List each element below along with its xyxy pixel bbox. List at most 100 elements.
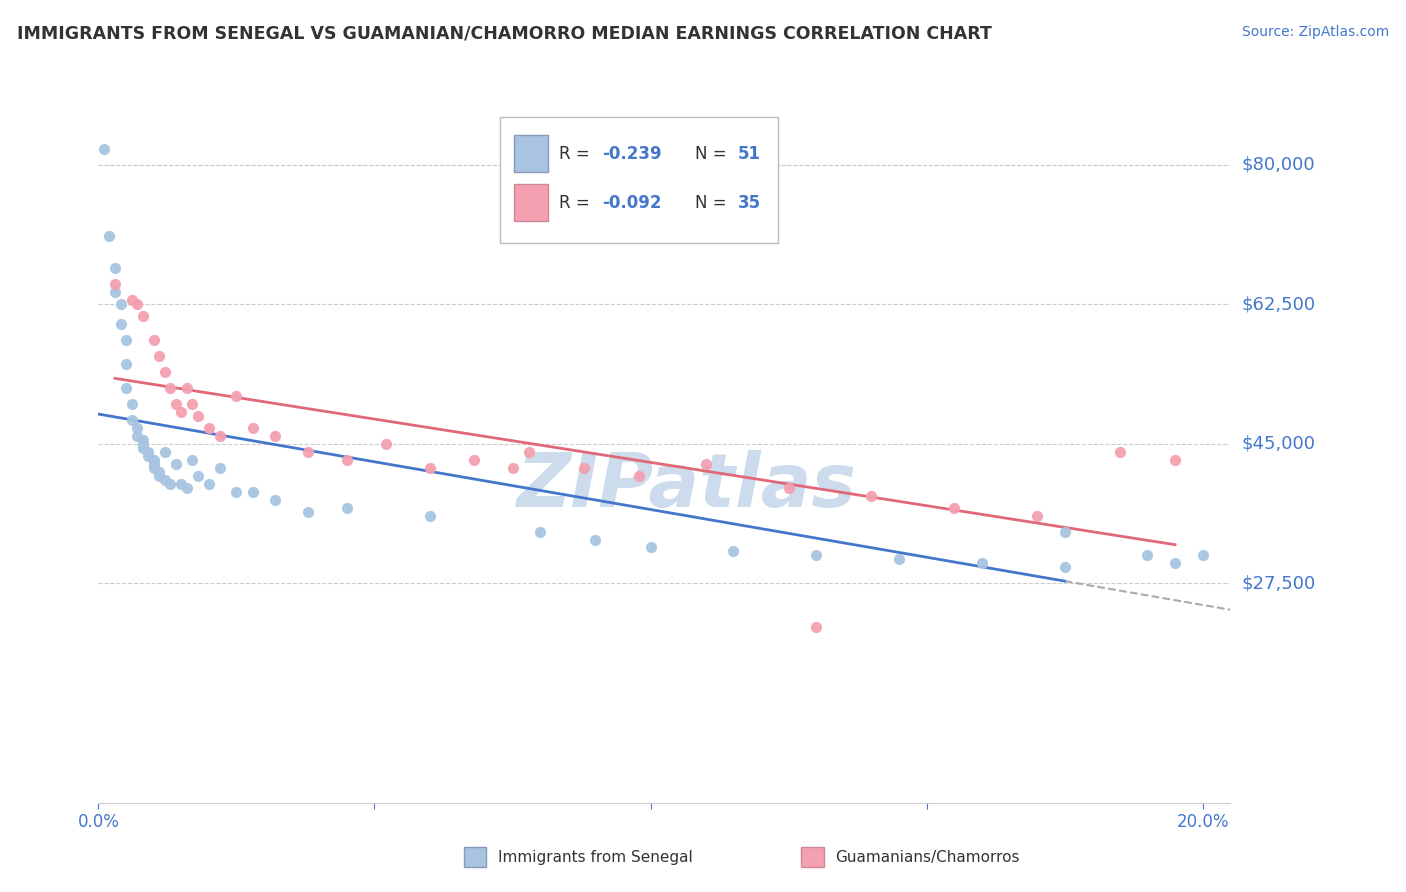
Point xyxy=(131,441,153,455)
Point xyxy=(887,552,910,566)
Text: R =: R = xyxy=(560,145,595,162)
Point xyxy=(198,476,221,491)
Point xyxy=(804,620,827,634)
Point xyxy=(142,333,165,347)
Point xyxy=(176,481,198,495)
Point xyxy=(115,333,138,347)
Text: $62,500: $62,500 xyxy=(1241,295,1316,313)
Point xyxy=(778,481,800,495)
Point xyxy=(225,484,247,499)
Point xyxy=(93,142,115,156)
Bar xyxy=(513,184,548,221)
Point xyxy=(336,500,359,515)
Point xyxy=(142,452,165,467)
Point xyxy=(970,557,993,571)
Bar xyxy=(513,135,548,172)
Point xyxy=(136,444,159,458)
Point xyxy=(1164,452,1187,467)
Point xyxy=(336,452,359,467)
Point xyxy=(804,549,827,563)
Text: $27,500: $27,500 xyxy=(1241,574,1316,592)
Text: Immigrants from Senegal: Immigrants from Senegal xyxy=(498,850,693,864)
Point xyxy=(142,460,165,475)
Point xyxy=(159,381,181,395)
Point xyxy=(1191,549,1213,563)
Point xyxy=(125,429,148,443)
Point xyxy=(574,460,596,475)
Point xyxy=(463,452,485,467)
Point xyxy=(529,524,551,539)
Point xyxy=(148,349,170,363)
Point xyxy=(198,421,221,435)
Point xyxy=(142,457,165,471)
Point xyxy=(723,544,745,558)
Text: N =: N = xyxy=(695,145,731,162)
Point xyxy=(502,460,524,475)
Point xyxy=(131,433,153,447)
Point xyxy=(1026,508,1049,523)
Text: 35: 35 xyxy=(738,194,761,211)
Point xyxy=(148,468,170,483)
Bar xyxy=(464,847,486,867)
Point xyxy=(131,436,153,450)
Point xyxy=(628,468,651,483)
Point xyxy=(242,421,264,435)
Point xyxy=(419,508,441,523)
Point xyxy=(1136,549,1159,563)
Point xyxy=(131,309,153,323)
Point xyxy=(181,452,204,467)
Point xyxy=(136,449,159,463)
Point xyxy=(264,492,287,507)
Point xyxy=(1164,557,1187,571)
Text: Source: ZipAtlas.com: Source: ZipAtlas.com xyxy=(1241,25,1389,39)
Point xyxy=(98,229,121,244)
Text: -0.239: -0.239 xyxy=(602,145,662,162)
Point xyxy=(695,457,717,471)
Point xyxy=(104,285,127,300)
Point xyxy=(165,457,187,471)
Point xyxy=(187,468,209,483)
Point xyxy=(125,421,148,435)
Text: R =: R = xyxy=(560,194,595,211)
Point xyxy=(1053,560,1076,574)
Point xyxy=(121,413,143,427)
Point xyxy=(115,357,138,371)
Point xyxy=(225,389,247,403)
Point xyxy=(297,444,319,458)
Text: ZIPatlas: ZIPatlas xyxy=(517,450,858,524)
Point xyxy=(104,261,127,276)
Point xyxy=(517,444,540,458)
Point xyxy=(374,436,396,450)
Point xyxy=(208,429,231,443)
Point xyxy=(297,505,319,519)
Point xyxy=(943,500,966,515)
Point xyxy=(181,397,204,411)
Point xyxy=(208,460,231,475)
Text: $45,000: $45,000 xyxy=(1241,434,1316,453)
Text: Guamanians/Chamorros: Guamanians/Chamorros xyxy=(835,850,1019,864)
Point xyxy=(110,297,132,311)
Point xyxy=(640,541,662,555)
Point xyxy=(159,476,181,491)
Text: IMMIGRANTS FROM SENEGAL VS GUAMANIAN/CHAMORRO MEDIAN EARNINGS CORRELATION CHART: IMMIGRANTS FROM SENEGAL VS GUAMANIAN/CHA… xyxy=(17,25,991,43)
Point xyxy=(187,409,209,423)
Bar xyxy=(801,847,824,867)
Point xyxy=(176,381,198,395)
Point xyxy=(153,444,176,458)
Text: 51: 51 xyxy=(738,145,761,162)
Point xyxy=(583,533,606,547)
Point xyxy=(153,365,176,379)
Point xyxy=(125,297,148,311)
Point xyxy=(121,397,143,411)
Point xyxy=(121,293,143,307)
Point xyxy=(170,476,193,491)
Point xyxy=(115,381,138,395)
FancyBboxPatch shape xyxy=(501,117,778,243)
Point xyxy=(104,277,127,292)
Point xyxy=(170,405,193,419)
Point xyxy=(1053,524,1076,539)
Text: -0.092: -0.092 xyxy=(602,194,662,211)
Point xyxy=(264,429,287,443)
Point xyxy=(148,465,170,479)
Point xyxy=(165,397,187,411)
